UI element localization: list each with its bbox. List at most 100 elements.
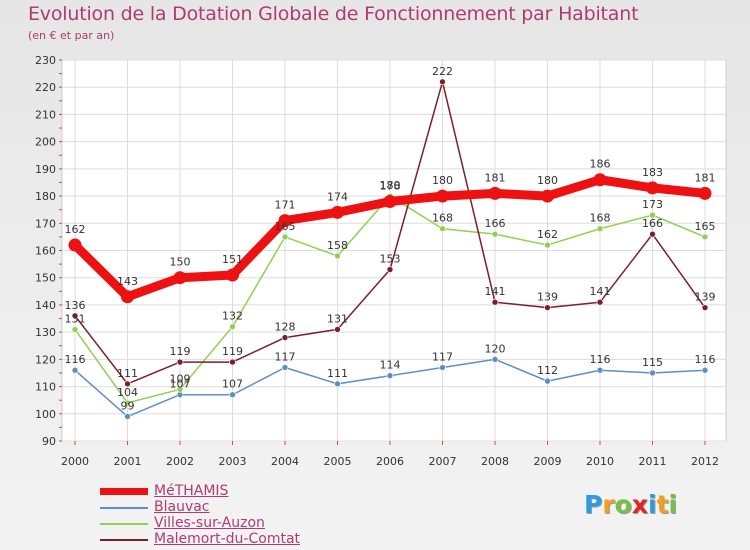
data-label-villes-sur-auzon: 162	[537, 228, 558, 241]
data-point-blauvac	[71, 366, 79, 374]
data-point-blauvac	[124, 413, 131, 420]
data-label-villes-sur-auzon: 104	[117, 386, 138, 399]
data-point-malemort-du-comtat	[596, 298, 604, 306]
data-point-villes-sur-auzon	[176, 385, 184, 393]
data-point-methamis	[173, 271, 187, 285]
data-point-malemort-du-comtat	[491, 298, 499, 306]
logo-letter: i	[668, 490, 678, 519]
data-point-villes-sur-auzon	[439, 225, 446, 233]
data-point-villes-sur-auzon	[491, 230, 499, 238]
logo-letter: P	[584, 490, 603, 519]
data-label-methamis: 178	[380, 180, 401, 193]
data-label-malemort-du-comtat: 139	[537, 291, 558, 304]
data-label-malemort-du-comtat: 166	[642, 217, 663, 230]
data-point-malemort-du-comtat	[649, 230, 656, 238]
y-tick-label: 150	[35, 272, 56, 285]
data-label-malemort-du-comtat: 141	[590, 285, 611, 298]
y-tick-label: 190	[35, 163, 56, 176]
legend-item-methamis: MéTHAMIS	[100, 483, 360, 500]
data-point-methamis	[278, 214, 292, 228]
data-label-malemort-du-comtat: 139	[695, 291, 716, 304]
y-tick-label: 210	[35, 108, 56, 121]
data-point-malemort-du-comtat	[439, 78, 446, 86]
data-label-blauvac: 114	[380, 359, 401, 372]
x-tick-label: 2002	[166, 455, 194, 468]
data-point-villes-sur-auzon	[701, 233, 709, 241]
legend-label-villes-sur-auzon: Villes-sur-Auzon	[154, 515, 265, 531]
data-label-malemort-du-comtat: 128	[275, 321, 296, 334]
data-label-blauvac: 117	[432, 351, 453, 364]
data-point-methamis	[646, 181, 659, 195]
data-label-methamis: 174	[327, 190, 348, 203]
data-label-methamis: 151	[222, 253, 243, 266]
data-label-malemort-du-comtat: 119	[170, 345, 191, 358]
data-point-blauvac	[439, 364, 446, 371]
data-label-methamis: 181	[695, 171, 716, 184]
data-label-villes-sur-auzon: 109	[170, 372, 191, 385]
data-point-villes-sur-auzon	[71, 326, 79, 333]
data-point-blauvac	[701, 366, 709, 374]
x-axis-ticks: 2000 2001 2002 2003 2004 2005 2006 2007 2008 2009…	[61, 441, 719, 468]
data-label-villes-sur-auzon: 180	[380, 179, 401, 192]
data-label-malemort-du-comtat: 222	[432, 65, 453, 78]
data-point-methamis	[698, 186, 712, 200]
data-point-methamis	[331, 205, 344, 219]
data-label-malemort-du-comtat: 136	[65, 299, 86, 312]
data-point-blauvac	[544, 377, 551, 385]
data-point-malemort-du-comtat	[334, 326, 341, 333]
x-tick-label: 2008	[481, 455, 509, 468]
data-point-malemort-du-comtat	[544, 304, 551, 311]
y-tick-label: 130	[35, 326, 56, 339]
data-label-malemort-du-comtat: 141	[485, 285, 506, 298]
y-tick-label: 120	[35, 353, 56, 366]
data-labels: 116 99 107 107 117 111 114 117 120 112 116 115 116 13…	[65, 65, 716, 413]
data-point-methamis	[541, 189, 554, 203]
logo-letter: x	[631, 490, 648, 519]
data-point-blauvac	[386, 372, 394, 379]
data-label-villes-sur-auzon: 165	[275, 220, 296, 233]
data-label-blauvac: 116	[65, 353, 86, 366]
data-label-blauvac: 107	[170, 378, 191, 391]
x-tick-label: 2005	[324, 455, 352, 468]
legend-item-malemort-du-comtat: Malemort-du-Comtat	[100, 531, 360, 548]
data-point-malemort-du-comtat	[229, 358, 236, 366]
data-label-villes-sur-auzon: 132	[222, 310, 243, 323]
data-point-methamis	[593, 173, 607, 187]
y-tick-label: 160	[35, 245, 56, 258]
data-point-methamis	[383, 195, 397, 209]
data-label-malemort-du-comtat: 153	[380, 253, 401, 266]
data-label-blauvac: 115	[642, 356, 663, 369]
data-label-blauvac: 117	[275, 351, 296, 364]
data-point-blauvac	[596, 366, 604, 374]
data-point-villes-sur-auzon	[649, 211, 656, 219]
data-point-blauvac	[281, 364, 289, 371]
y-tick-label: 100	[35, 408, 56, 421]
data-label-malemort-du-comtat: 111	[117, 367, 138, 380]
data-label-blauvac: 111	[327, 367, 348, 380]
data-label-methamis: 143	[117, 275, 138, 288]
x-tick-label: 2003	[219, 455, 247, 468]
data-point-methamis	[488, 186, 502, 200]
data-label-villes-sur-auzon: 166	[485, 217, 506, 230]
data-label-blauvac: 99	[121, 400, 135, 413]
data-point-malemort-du-comtat	[281, 334, 289, 341]
data-label-villes-sur-auzon: 173	[642, 198, 663, 211]
data-point-villes-sur-auzon	[334, 252, 341, 260]
y-tick-label: 230	[35, 54, 56, 67]
legend: MéTHAMIS Blauvac Villes-sur-Auzon Malemo…	[100, 483, 360, 548]
x-tick-label: 2000	[61, 455, 89, 468]
legend-swatch-villes-sur-auzon	[100, 523, 148, 525]
legend-swatch-malemort-du-comtat	[100, 539, 148, 541]
data-point-villes-sur-auzon	[281, 233, 289, 241]
legend-item-villes-sur-auzon: Villes-sur-Auzon	[100, 515, 360, 532]
data-point-blauvac	[334, 380, 341, 388]
data-label-methamis: 162	[65, 223, 86, 236]
data-point-blauvac	[491, 356, 499, 363]
data-label-villes-sur-auzon: 168	[590, 212, 611, 225]
y-tick-label: 170	[35, 217, 56, 230]
data-point-methamis	[121, 290, 134, 304]
data-label-blauvac: 116	[590, 353, 611, 366]
data-label-villes-sur-auzon: 165	[695, 220, 716, 233]
data-label-methamis: 180	[537, 174, 558, 187]
